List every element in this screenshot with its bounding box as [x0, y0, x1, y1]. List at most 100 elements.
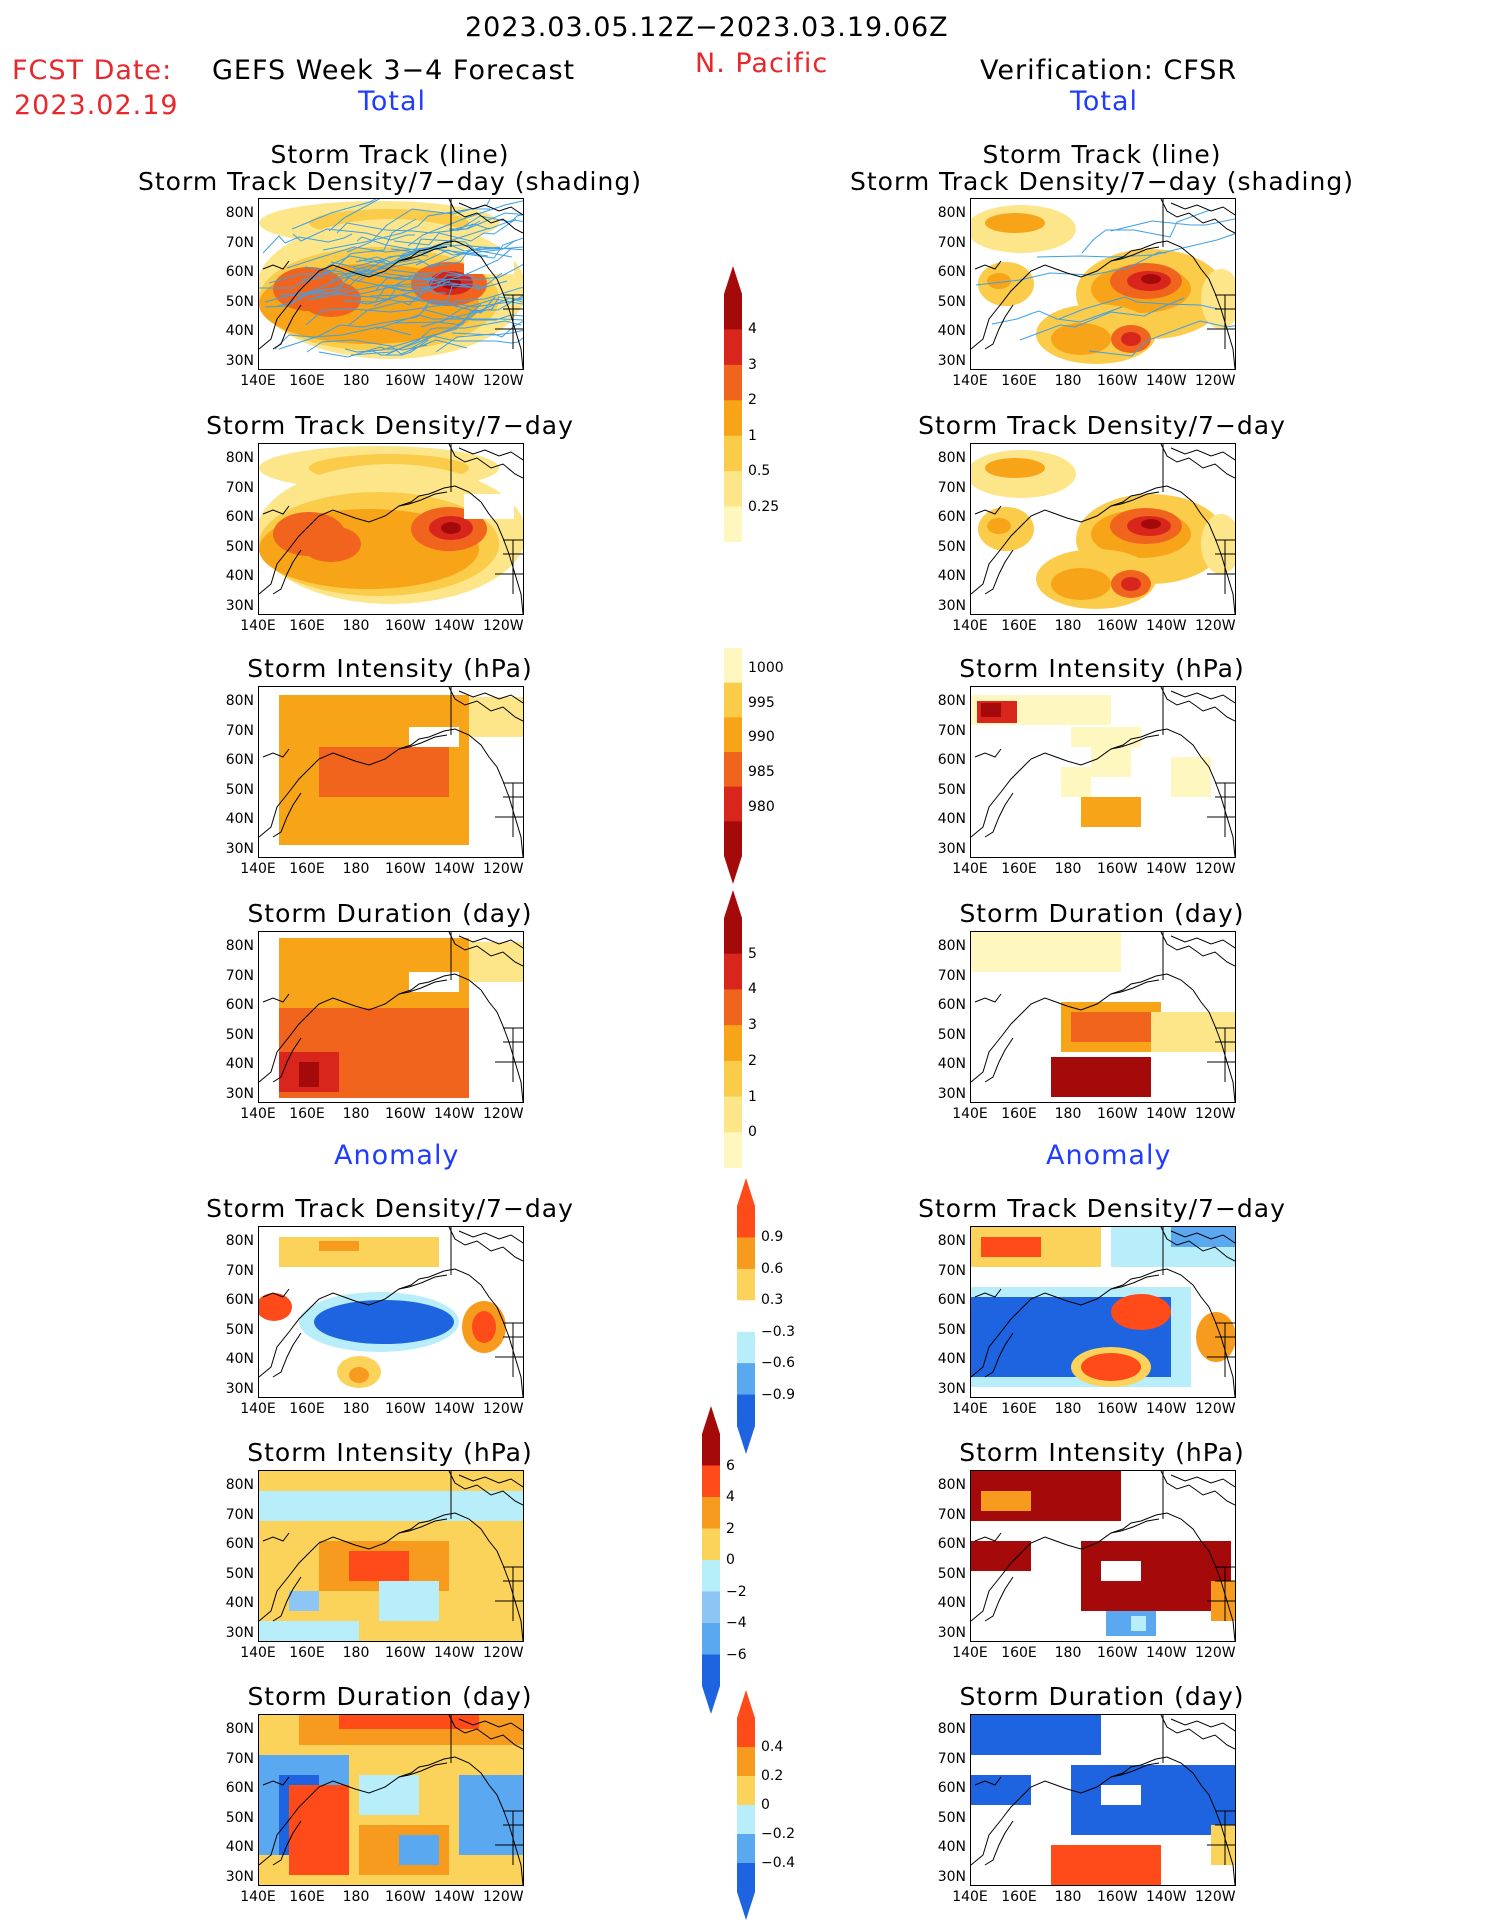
- colorbar-arrow-bottom: [702, 1686, 720, 1714]
- colorbar-label: 2: [726, 1520, 735, 1537]
- storm-track: [291, 199, 377, 230]
- lon-label: 140W: [434, 373, 475, 389]
- colorbar-segment: [737, 1776, 755, 1806]
- lon-label: 140E: [952, 373, 988, 389]
- lon-label: 140E: [240, 1106, 276, 1122]
- gap: [464, 494, 514, 519]
- lat-label: 40N: [225, 811, 254, 827]
- lat-label: 40N: [225, 323, 254, 339]
- lat-label: 80N: [937, 450, 966, 466]
- lon-label: 120W: [1195, 618, 1236, 634]
- lon-label: 160E: [289, 1645, 325, 1661]
- lon-label: 160E: [1001, 1889, 1037, 1905]
- colorbar-arrow-top: [737, 1178, 755, 1206]
- lat-label: 30N: [937, 1624, 966, 1641]
- lon-label: 140W: [434, 1645, 475, 1661]
- colorbar-segment: [724, 682, 742, 718]
- shade-cell: [1051, 1845, 1161, 1885]
- colorbar-segment: [724, 1025, 742, 1062]
- lon-label: 120W: [483, 373, 524, 389]
- lat-label: 70N: [937, 722, 966, 739]
- map-panel: [258, 443, 524, 615]
- colorbar-segment: [702, 1654, 720, 1687]
- storm-track: [420, 296, 523, 328]
- lon-label: 140E: [240, 1889, 276, 1905]
- storm-track: [373, 285, 483, 307]
- panel-title: Storm Intensity (hPa): [959, 1438, 1245, 1467]
- lon-label: 180: [1054, 1889, 1082, 1905]
- model-title: GEFS Week 3−4 Forecast: [212, 55, 576, 86]
- storm-track: [274, 326, 412, 350]
- panel-title: Storm Duration (day): [247, 899, 533, 928]
- colorbar-segment: [724, 294, 742, 330]
- shade-cell: [379, 1581, 439, 1621]
- colorbar-segment: [724, 435, 742, 472]
- storm-track: [426, 246, 523, 268]
- map-panel: [970, 931, 1236, 1103]
- lon-label: 140E: [952, 618, 988, 634]
- lat-label: 30N: [225, 840, 254, 857]
- lon-label: 140W: [434, 861, 475, 877]
- colorbar-segment: [724, 471, 742, 508]
- lon-label: 180: [1054, 618, 1082, 634]
- shade-cell: [259, 1491, 523, 1521]
- colorbar-segment: [737, 1331, 755, 1364]
- lat-label: 70N: [225, 479, 254, 496]
- colorbar-arrow-top: [702, 1406, 720, 1434]
- colorbar-segment: [724, 1060, 742, 1098]
- colorbar-label: 980: [748, 798, 775, 815]
- lat-label: 70N: [937, 967, 966, 984]
- colorbar-segment: [737, 1805, 755, 1835]
- panel-title: Storm Intensity (hPa): [247, 654, 533, 683]
- coastline: [971, 199, 1235, 369]
- lon-label: 160W: [385, 861, 426, 877]
- map-panel: [258, 931, 524, 1103]
- storm-track: [385, 320, 522, 356]
- lat-label: 50N: [225, 1809, 254, 1826]
- lon-label: 120W: [1195, 373, 1236, 389]
- colorbar-label: −2: [726, 1583, 747, 1600]
- panel-title: Storm Duration (day): [247, 1682, 533, 1711]
- shade-cell: [459, 1775, 523, 1855]
- shade-cell: [1081, 797, 1141, 827]
- shade-cell: [289, 1785, 349, 1875]
- lat-label: 70N: [225, 1506, 254, 1523]
- shade-cell: [1101, 1561, 1141, 1581]
- colorbar-segment: [737, 1206, 755, 1238]
- lon-label: 120W: [483, 1401, 524, 1417]
- colorbar: [702, 1406, 720, 1714]
- map-panel: [258, 1226, 524, 1398]
- lon-label: 180: [342, 1889, 370, 1905]
- lat-label: 40N: [937, 1839, 966, 1855]
- lat-label: 80N: [225, 693, 254, 709]
- colorbar-label: 0: [748, 1124, 757, 1141]
- lon-label: 140E: [952, 1106, 988, 1122]
- lat-label: 50N: [937, 1026, 966, 1043]
- colorbar-label: 0.3: [761, 1292, 784, 1309]
- lat-label: 40N: [937, 1595, 966, 1611]
- colorbar-segment: [724, 821, 742, 857]
- lon-label: 160W: [385, 1106, 426, 1122]
- lon-label: 120W: [483, 1889, 524, 1905]
- panel-title: Storm Intensity (hPa): [247, 1438, 533, 1467]
- lat-label: 50N: [937, 1809, 966, 1826]
- coastline: [971, 687, 1235, 857]
- storm-track: [453, 287, 523, 302]
- lon-label: 180: [342, 1106, 370, 1122]
- storm-track: [286, 244, 491, 269]
- colorbar-segment: [702, 1465, 720, 1498]
- lon-label: 120W: [483, 1106, 524, 1122]
- shade-cell: [981, 703, 1001, 717]
- storm-track: [301, 218, 417, 281]
- region-title: N. Pacific: [695, 48, 829, 79]
- colorbar-segment: [737, 1300, 755, 1333]
- colorbar-segment: [724, 717, 742, 753]
- colorbar-label: 0.4: [761, 1739, 784, 1755]
- storm-track: [435, 320, 523, 353]
- lat-label: 60N: [937, 752, 966, 768]
- colorbar-label: 995: [748, 694, 775, 711]
- lon-label: 120W: [483, 618, 524, 634]
- shade-region: [1051, 568, 1111, 600]
- storm-track: [1019, 297, 1185, 341]
- lat-label: 80N: [937, 693, 966, 709]
